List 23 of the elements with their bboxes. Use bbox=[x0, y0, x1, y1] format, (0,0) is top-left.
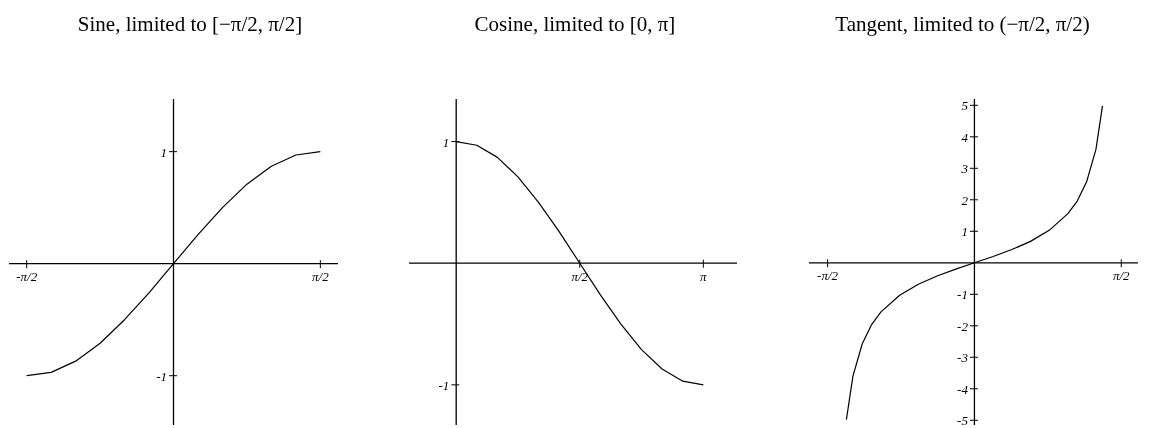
x-tick-label: -π/2 bbox=[16, 269, 38, 285]
x-tick-label: π/2 bbox=[1112, 268, 1131, 284]
y-tick-label: 5 bbox=[961, 98, 969, 114]
y-tick-label: -1 bbox=[957, 287, 968, 303]
x-tick-label: -π/2 bbox=[817, 268, 839, 284]
y-tick-label: -1 bbox=[438, 377, 450, 393]
y-tick-label: -5 bbox=[957, 413, 969, 428]
x-tick-label: π bbox=[700, 268, 708, 284]
y-tick-label: 1 bbox=[160, 144, 167, 160]
y-tick-label: 2 bbox=[961, 192, 969, 208]
chart-title: Sine, limited to [−π/2, π/2] bbox=[76, 12, 304, 37]
chart-title: Tangent, limited to (−π/2, π/2) bbox=[834, 12, 1091, 37]
x-tick-label: π/2 bbox=[571, 268, 589, 284]
chart-title: Cosine, limited to [0, π] bbox=[473, 12, 677, 37]
y-tick-label: -2 bbox=[957, 318, 969, 334]
y-tick-label: -4 bbox=[957, 381, 969, 397]
y-tick-label: 1 bbox=[961, 224, 968, 240]
x-tick-label: π/2 bbox=[312, 269, 330, 285]
y-tick-label: 4 bbox=[961, 129, 969, 145]
y-tick-label: 1 bbox=[442, 134, 450, 150]
y-tick-label: -1 bbox=[156, 368, 167, 384]
y-tick-label: -3 bbox=[957, 350, 969, 366]
y-tick-label: 3 bbox=[960, 161, 969, 177]
